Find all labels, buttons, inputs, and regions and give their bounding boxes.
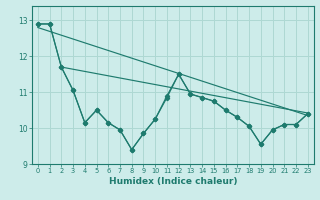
X-axis label: Humidex (Indice chaleur): Humidex (Indice chaleur) <box>108 177 237 186</box>
